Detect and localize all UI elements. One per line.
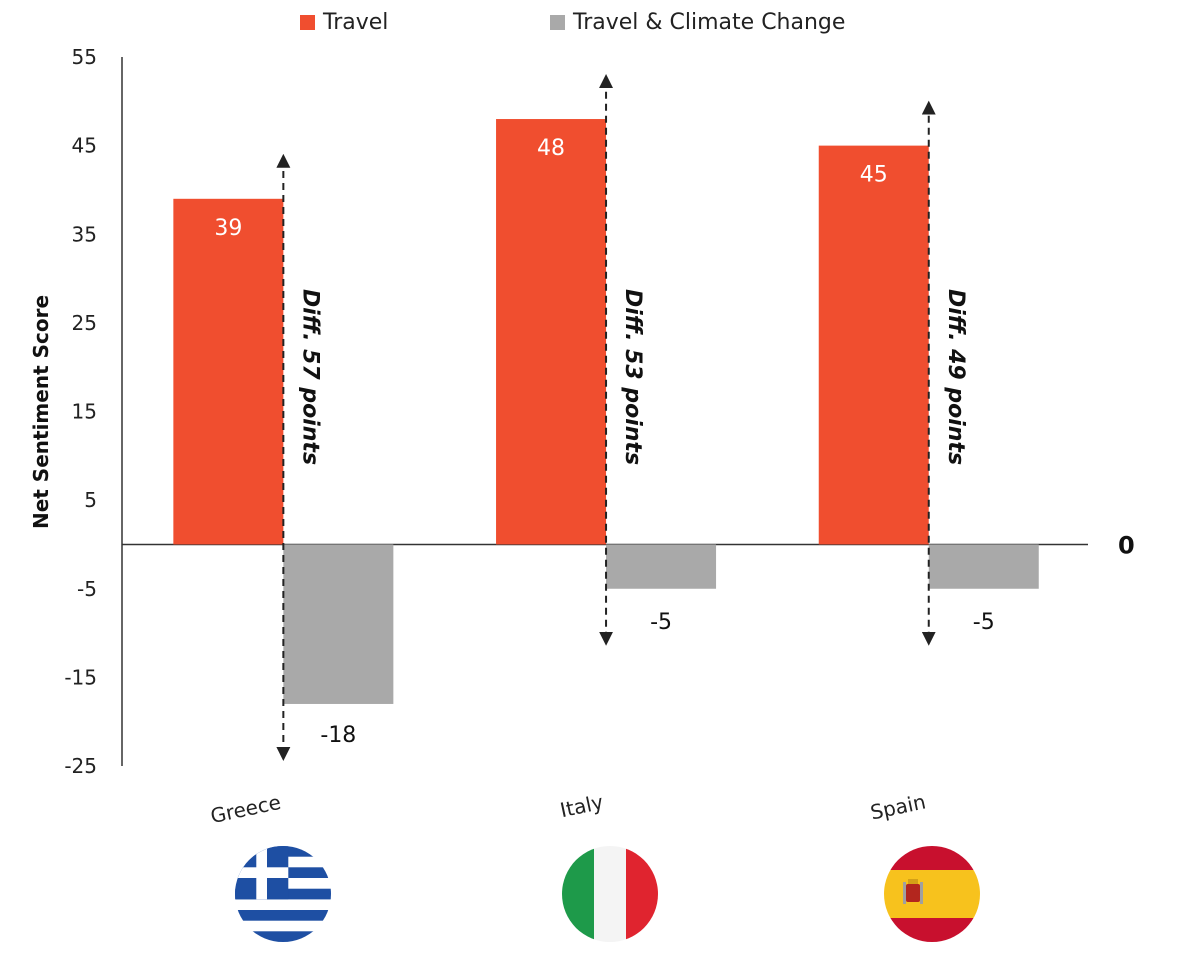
y-tick-label: -15 (64, 665, 97, 689)
data-label-travel: 48 (537, 136, 565, 161)
italy-flag-icon (562, 846, 658, 942)
data-label-travel-climate: -5 (650, 610, 672, 635)
legend-item-travel-climate: Travel & Climate Change (550, 10, 845, 35)
y-axis-title: Net Sentiment Score (29, 295, 53, 529)
y-tick-label: 5 (84, 488, 97, 512)
greece-flag-icon (235, 846, 331, 942)
data-label-travel: 45 (860, 163, 888, 188)
data-label-travel-climate: -5 (973, 610, 995, 635)
legend-swatch-travel-climate (550, 15, 565, 30)
bar-travel (173, 198, 284, 545)
legend-swatch-travel (300, 15, 315, 30)
y-tick-label: 15 (72, 400, 97, 424)
bar-travel-climate (283, 544, 394, 704)
bar-travel (496, 119, 607, 545)
data-label-travel: 39 (214, 216, 242, 241)
bar-travel-climate (928, 544, 1039, 589)
diff-annotation: Diff. 53 points (620, 289, 645, 465)
bar-travel-climate (606, 544, 717, 589)
diff-annotation: Diff. 57 points (297, 289, 322, 465)
diff-annotation: Diff. 49 points (943, 289, 968, 465)
data-label-travel-climate: -18 (320, 723, 356, 748)
spain-flag-icon (884, 846, 980, 942)
y-tick-label: 35 (72, 222, 97, 246)
y-tick-label: 45 (72, 134, 97, 158)
bar-travel (818, 145, 929, 545)
legend-label-travel: Travel (323, 10, 389, 35)
zero-label: 0 (1118, 531, 1135, 559)
y-tick-label: -25 (64, 754, 97, 778)
legend-item-travel: Travel (300, 10, 388, 35)
legend-label-travel-climate: Travel & Climate Change (573, 10, 846, 35)
y-tick-label: 55 (72, 45, 97, 69)
y-tick-label: 25 (72, 311, 97, 335)
y-tick-label: -5 (77, 577, 97, 601)
